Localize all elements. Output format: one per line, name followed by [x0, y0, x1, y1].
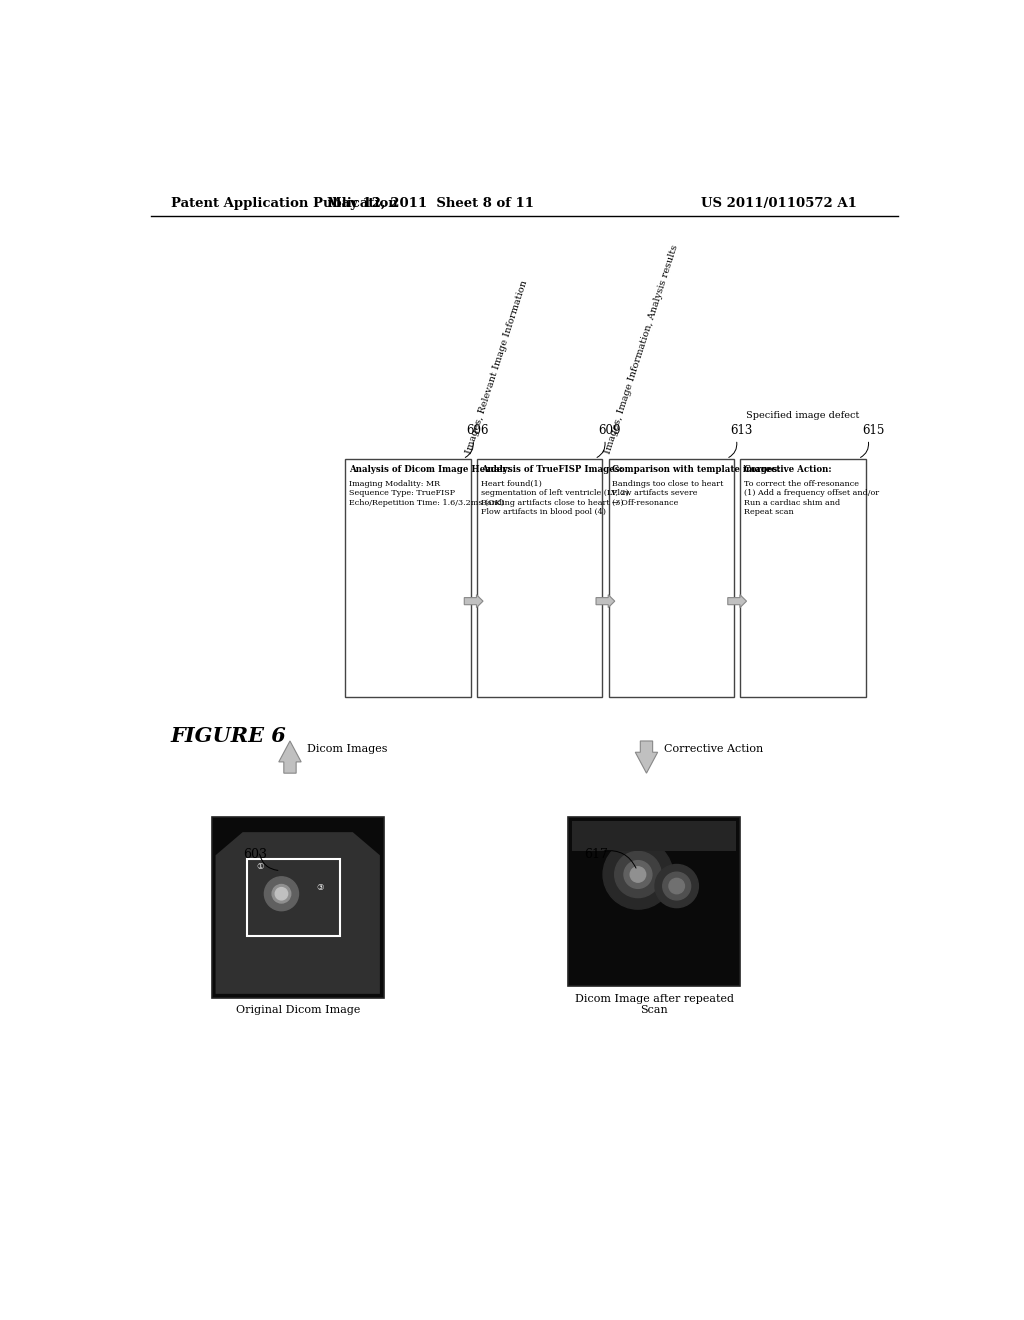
- Circle shape: [630, 867, 646, 882]
- Text: Bandings too close to heart
Flow artifacts severe
→ Off-resonance: Bandings too close to heart Flow artifac…: [612, 480, 724, 507]
- Bar: [345, 459, 471, 697]
- Text: Comparison with template images:: Comparison with template images:: [612, 465, 781, 474]
- Polygon shape: [596, 595, 614, 607]
- Bar: [572, 821, 736, 851]
- Bar: [568, 817, 740, 986]
- Text: 603: 603: [244, 847, 267, 861]
- Circle shape: [624, 861, 652, 888]
- Text: 617: 617: [585, 847, 608, 861]
- Text: Analysis of TrueFISP Images:: Analysis of TrueFISP Images:: [480, 465, 623, 474]
- Text: Corrective Action:: Corrective Action:: [744, 465, 831, 474]
- Text: Dicom Images: Dicom Images: [307, 744, 387, 754]
- Bar: [247, 859, 340, 936]
- Text: Patent Application Publication: Patent Application Publication: [171, 197, 397, 210]
- Circle shape: [663, 873, 690, 900]
- Text: Corrective Action: Corrective Action: [664, 744, 763, 754]
- Circle shape: [272, 884, 291, 903]
- Text: To correct the off-resonance
(1) Add a frequency offset and/or
Run a cardiac shi: To correct the off-resonance (1) Add a f…: [744, 480, 880, 516]
- Text: Specified image defect: Specified image defect: [746, 412, 860, 420]
- Text: Images, Image Information, Analysis results: Images, Image Information, Analysis resu…: [604, 244, 680, 455]
- Circle shape: [669, 878, 684, 894]
- Text: May 12, 2011  Sheet 8 of 11: May 12, 2011 Sheet 8 of 11: [327, 197, 534, 210]
- Bar: [608, 459, 734, 697]
- Text: 613: 613: [730, 424, 753, 437]
- Text: Original Dicom Image: Original Dicom Image: [236, 1006, 359, 1015]
- Polygon shape: [464, 595, 483, 607]
- Circle shape: [614, 851, 662, 898]
- Text: ③: ③: [316, 883, 324, 892]
- Polygon shape: [635, 741, 657, 774]
- Text: US 2011/0110572 A1: US 2011/0110572 A1: [701, 197, 857, 210]
- Text: Images, Relevant Image Information: Images, Relevant Image Information: [464, 279, 529, 455]
- Text: ①: ①: [256, 862, 263, 871]
- Circle shape: [264, 876, 299, 911]
- Bar: [740, 459, 866, 697]
- Bar: [212, 817, 384, 998]
- Polygon shape: [216, 832, 380, 994]
- Circle shape: [655, 865, 698, 908]
- Circle shape: [603, 840, 673, 909]
- Text: 615: 615: [862, 424, 885, 437]
- Text: 609: 609: [598, 424, 621, 437]
- Text: Analysis of Dicom Image Header:: Analysis of Dicom Image Header:: [349, 465, 510, 474]
- Circle shape: [275, 887, 288, 900]
- Polygon shape: [279, 741, 301, 774]
- Text: 606: 606: [467, 424, 489, 437]
- Text: Heart found(1)
segmentation of left ventricle (LV, 2)
Banding artifacts close to: Heart found(1) segmentation of left vent…: [480, 480, 629, 516]
- Text: Imaging Modality: MR
Sequence Type: TrueFISP
Echo/Repetition Time: 1.6/3.2ms (OK: Imaging Modality: MR Sequence Type: True…: [349, 480, 504, 507]
- Text: FIGURE 6: FIGURE 6: [171, 726, 287, 746]
- Polygon shape: [728, 595, 746, 607]
- Text: Dicom Image after repeated
Scan: Dicom Image after repeated Scan: [574, 994, 734, 1015]
- Bar: [477, 459, 602, 697]
